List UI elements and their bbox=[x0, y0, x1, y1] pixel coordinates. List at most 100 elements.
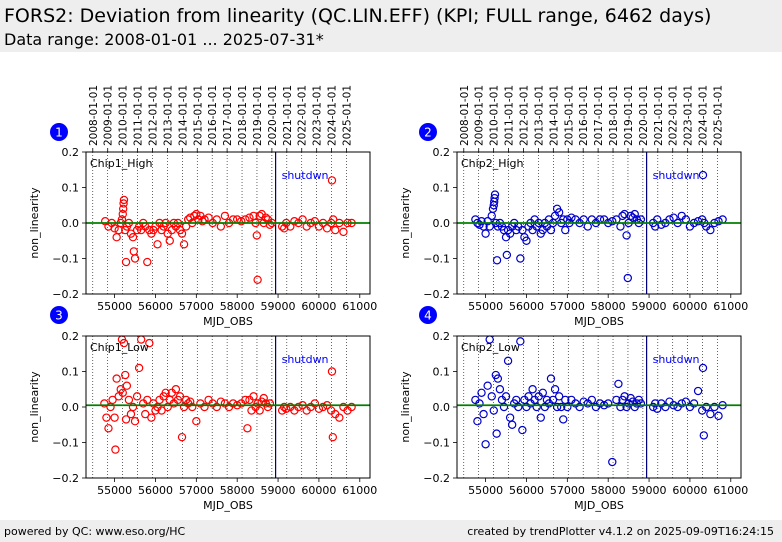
data-point bbox=[161, 388, 170, 397]
x-tick-label: 57000 bbox=[550, 300, 585, 313]
y-axis-label: non_linearity bbox=[28, 371, 41, 443]
data-point bbox=[657, 220, 666, 229]
x-tick-label: 61000 bbox=[342, 484, 377, 497]
y-tick-label: −0.1 bbox=[423, 253, 450, 266]
x-tick-label: 57000 bbox=[179, 484, 214, 497]
data-point bbox=[493, 374, 503, 383]
data-point bbox=[528, 385, 537, 394]
data-point bbox=[102, 413, 111, 422]
x-tick-label: 55000 bbox=[97, 300, 132, 313]
data-point bbox=[698, 363, 708, 373]
data-point bbox=[710, 402, 719, 412]
data-point bbox=[481, 229, 490, 238]
data-point bbox=[104, 424, 113, 433]
x-tick-label: 61000 bbox=[713, 484, 748, 497]
data-point bbox=[108, 395, 117, 405]
data-point bbox=[483, 217, 492, 226]
data-point bbox=[134, 363, 144, 373]
top-axis-label: 2024-01-01 bbox=[327, 85, 339, 146]
data-point bbox=[243, 424, 252, 433]
data-point bbox=[473, 417, 482, 426]
data-point bbox=[550, 385, 560, 394]
data-point bbox=[583, 222, 592, 231]
x-tick-label: 56000 bbox=[509, 300, 544, 313]
data-point bbox=[501, 392, 511, 401]
data-point bbox=[327, 367, 337, 376]
data-point bbox=[514, 402, 523, 412]
panel-badge bbox=[50, 123, 68, 141]
data-point bbox=[575, 402, 584, 412]
data-point bbox=[261, 213, 270, 222]
top-axis-label: 2018-01-01 bbox=[237, 85, 249, 146]
data-point bbox=[130, 417, 140, 426]
x-axis-label: MJD_OBS bbox=[203, 315, 253, 328]
data-point bbox=[175, 392, 185, 401]
data-point bbox=[147, 413, 156, 422]
data-point bbox=[620, 392, 629, 401]
data-point bbox=[192, 417, 201, 426]
y-tick-label: −0.1 bbox=[423, 437, 450, 450]
data-point bbox=[122, 381, 132, 390]
chart-panel-2: 2008-01-01 2009-01-01 2010-01-01 2011-01-01… bbox=[399, 85, 748, 328]
data-point bbox=[612, 395, 621, 405]
data-point bbox=[479, 409, 488, 419]
data-point bbox=[110, 224, 119, 233]
data-point bbox=[294, 402, 303, 412]
y-tick-label: −0.2 bbox=[52, 288, 79, 301]
shutdown-label: shutdwn bbox=[653, 353, 700, 366]
data-point bbox=[518, 425, 527, 435]
data-point bbox=[522, 236, 531, 245]
y-tick-label: 0.2 bbox=[62, 146, 80, 159]
top-axis-label: 2015-01-01 bbox=[192, 85, 204, 146]
top-axis-label: 2020-01-01 bbox=[267, 85, 279, 146]
data-point bbox=[112, 232, 121, 242]
y-tick-label: −0.2 bbox=[423, 288, 450, 301]
data-point bbox=[259, 393, 268, 403]
data-point bbox=[595, 399, 605, 408]
x-tick-label: 56000 bbox=[138, 484, 173, 497]
data-point bbox=[614, 379, 623, 389]
data-point bbox=[188, 402, 197, 412]
top-axis-label: 2023-01-01 bbox=[312, 85, 324, 146]
data-point bbox=[118, 204, 128, 213]
data-point bbox=[130, 254, 140, 263]
top-axis-label: 2013-01-01 bbox=[533, 85, 545, 146]
top-axis-label: 2014-01-01 bbox=[548, 85, 560, 146]
data-point bbox=[212, 402, 221, 412]
data-point bbox=[177, 432, 187, 442]
panel-badge bbox=[419, 123, 437, 141]
data-point bbox=[492, 256, 502, 265]
data-point bbox=[245, 213, 254, 222]
footer-bar: powered by QC: www.eso.org/HC created by… bbox=[0, 520, 782, 542]
data-point bbox=[669, 213, 678, 222]
data-point bbox=[489, 406, 498, 415]
y-axis-label: non_linearity bbox=[399, 371, 412, 443]
data-point bbox=[335, 413, 344, 422]
data-point bbox=[119, 195, 129, 205]
data-point bbox=[554, 208, 564, 217]
data-point bbox=[255, 406, 264, 415]
data-point bbox=[126, 409, 136, 419]
data-point bbox=[554, 392, 564, 401]
data-point bbox=[689, 399, 699, 408]
panel-badge-number: 4 bbox=[424, 309, 432, 323]
data-point bbox=[192, 209, 201, 219]
data-point bbox=[200, 402, 209, 412]
data-point bbox=[492, 429, 501, 438]
data-point bbox=[706, 409, 715, 419]
data-point bbox=[490, 193, 499, 203]
data-point bbox=[124, 395, 134, 405]
data-point bbox=[618, 211, 627, 221]
data-point bbox=[119, 338, 129, 348]
data-point bbox=[347, 402, 356, 412]
y-tick-label: 0.0 bbox=[433, 217, 451, 230]
data-point bbox=[563, 402, 572, 412]
top-axis-label: 2008-01-01 bbox=[88, 85, 100, 146]
data-point bbox=[557, 402, 566, 412]
data-point bbox=[265, 399, 275, 408]
y-tick-label: 0.1 bbox=[433, 366, 451, 379]
data-point bbox=[318, 402, 328, 412]
data-point bbox=[561, 225, 570, 235]
data-point bbox=[177, 229, 187, 238]
data-point bbox=[129, 247, 139, 256]
